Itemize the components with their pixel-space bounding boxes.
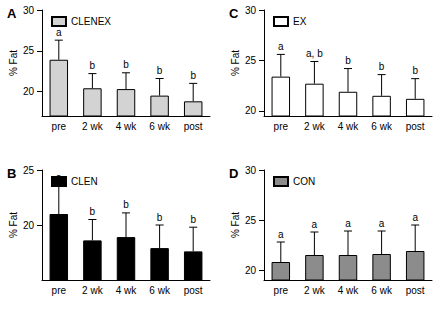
svg-text:a: a bbox=[56, 27, 62, 38]
svg-text:CLENEX: CLENEX bbox=[71, 16, 111, 27]
svg-text:2 wk: 2 wk bbox=[82, 121, 104, 132]
svg-text:2 wk: 2 wk bbox=[82, 285, 104, 296]
svg-text:b: b bbox=[190, 70, 196, 81]
svg-text:4 wk: 4 wk bbox=[338, 285, 360, 296]
svg-text:a: a bbox=[278, 229, 284, 240]
svg-text:25: 25 bbox=[245, 55, 257, 66]
svg-text:6 wk: 6 wk bbox=[149, 121, 171, 132]
svg-text:B: B bbox=[7, 166, 16, 181]
svg-text:25: 25 bbox=[23, 45, 35, 56]
svg-text:2 wk: 2 wk bbox=[304, 285, 326, 296]
svg-text:post: post bbox=[406, 121, 425, 132]
svg-text:b: b bbox=[123, 199, 129, 210]
svg-text:a, b: a, b bbox=[306, 48, 323, 59]
svg-text:4 wk: 4 wk bbox=[338, 121, 360, 132]
svg-text:30: 30 bbox=[245, 5, 257, 16]
svg-text:A: A bbox=[7, 6, 17, 21]
svg-text:CLEN: CLEN bbox=[71, 176, 98, 187]
svg-text:6 wk: 6 wk bbox=[149, 285, 171, 296]
svg-text:pre: pre bbox=[52, 285, 67, 296]
svg-text:a: a bbox=[412, 212, 418, 223]
svg-text:20: 20 bbox=[245, 105, 257, 116]
svg-text:b: b bbox=[90, 206, 96, 217]
svg-text:pre: pre bbox=[52, 121, 67, 132]
svg-text:b: b bbox=[123, 59, 129, 70]
svg-text:a: a bbox=[278, 41, 284, 52]
svg-text:a: a bbox=[379, 218, 385, 229]
svg-text:20: 20 bbox=[23, 220, 35, 231]
svg-text:b: b bbox=[190, 214, 196, 225]
svg-text:post: post bbox=[406, 285, 425, 296]
svg-text:a: a bbox=[345, 218, 351, 229]
svg-text:pre: pre bbox=[274, 285, 289, 296]
svg-text:25: 25 bbox=[245, 215, 257, 226]
svg-text:% Fat: % Fat bbox=[230, 50, 241, 76]
svg-text:2 wk: 2 wk bbox=[304, 121, 326, 132]
svg-text:b: b bbox=[379, 61, 385, 72]
svg-text:% Fat: % Fat bbox=[8, 50, 19, 76]
svg-text:post: post bbox=[184, 121, 203, 132]
svg-text:20: 20 bbox=[23, 86, 35, 97]
svg-text:% Fat: % Fat bbox=[230, 212, 241, 238]
svg-text:25: 25 bbox=[23, 165, 35, 176]
svg-text:D: D bbox=[229, 166, 238, 181]
svg-text:b: b bbox=[157, 65, 163, 76]
svg-text:4 wk: 4 wk bbox=[116, 121, 138, 132]
svg-text:pre: pre bbox=[274, 121, 289, 132]
svg-text:4 wk: 4 wk bbox=[116, 285, 138, 296]
svg-text:6 wk: 6 wk bbox=[371, 285, 393, 296]
svg-text:6 wk: 6 wk bbox=[371, 121, 393, 132]
svg-text:CON: CON bbox=[293, 176, 315, 187]
svg-text:b: b bbox=[157, 212, 163, 223]
svg-text:EX: EX bbox=[293, 16, 307, 27]
svg-text:a: a bbox=[312, 219, 318, 230]
svg-text:b: b bbox=[90, 60, 96, 71]
svg-text:C: C bbox=[229, 6, 239, 21]
svg-text:30: 30 bbox=[23, 5, 35, 16]
svg-text:b: b bbox=[345, 55, 351, 66]
svg-text:30: 30 bbox=[245, 165, 257, 176]
svg-text:post: post bbox=[184, 285, 203, 296]
svg-text:% Fat: % Fat bbox=[8, 212, 19, 238]
svg-text:20: 20 bbox=[245, 265, 257, 276]
svg-text:b: b bbox=[412, 65, 418, 76]
